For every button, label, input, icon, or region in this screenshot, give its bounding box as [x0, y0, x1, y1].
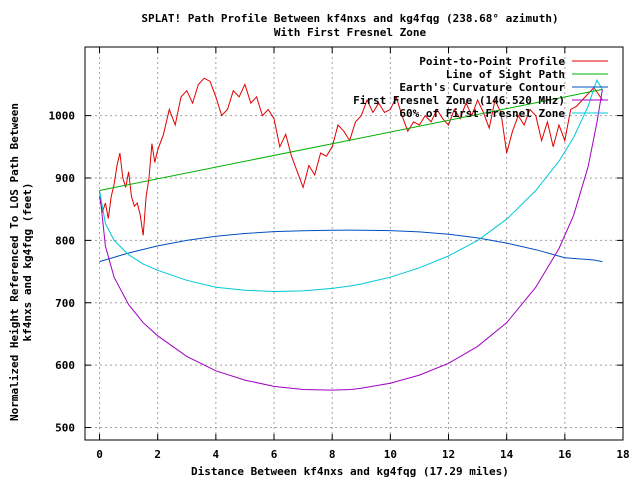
y-axis-label-line1: Normalized Height Referenced To LOS Path…	[8, 103, 21, 421]
chart-title-line1: SPLAT! Path Profile Between kf4nxs and k…	[141, 12, 558, 25]
y-tick-label: 500	[55, 422, 75, 435]
axis-ticks: 0 2 4 6 8 10 12 14 16 18 500 600 700 800 900 1000	[49, 47, 630, 461]
x-tick-label: 2	[154, 448, 161, 461]
y-axis-label-line2: kf4nxs and kg4fqg (feet)	[21, 183, 34, 342]
x-tick-label: 18	[616, 448, 629, 461]
x-axis-label: Distance Between kf4nxs and kg4fqg (17.2…	[191, 465, 509, 478]
y-tick-label: 600	[55, 359, 75, 372]
x-tick-label: 16	[558, 448, 572, 461]
x-tick-label: 8	[329, 448, 336, 461]
plot-frame	[84, 46, 624, 441]
x-tick-label: 0	[96, 448, 103, 461]
legend-label: Point-to-Point Profile	[419, 55, 565, 68]
series-line-60-of-first-fresnel-zone	[99, 78, 603, 293]
legend-label: 60% of First Fresnel Zone	[399, 107, 565, 120]
legend-label: Earth's Curvature Contour	[399, 81, 565, 94]
y-tick-label: 1000	[49, 110, 76, 123]
series-lines	[99, 77, 603, 391]
series-line-earth-s-curvature-contour	[99, 229, 603, 263]
x-tick-label: 14	[500, 448, 514, 461]
legend-label: First Fresnel Zone (146.520 MHz)	[353, 94, 565, 107]
x-tick-label: 10	[384, 448, 397, 461]
series-line-line-of-sight-path	[99, 88, 603, 191]
x-tick-label: 12	[442, 448, 455, 461]
x-tick-label: 4	[213, 448, 220, 461]
series-line-point-to-point-profile	[99, 77, 603, 236]
y-tick-label: 700	[55, 297, 75, 310]
chart-title-line2: With First Fresnel Zone	[274, 26, 427, 39]
x-tick-label: 6	[271, 448, 278, 461]
y-tick-label: 900	[55, 172, 75, 185]
series-line-first-fresnel-zone-146-520-mhz	[99, 89, 603, 391]
legend-label: Line of Sight Path	[446, 68, 565, 81]
y-tick-label: 800	[55, 234, 75, 247]
